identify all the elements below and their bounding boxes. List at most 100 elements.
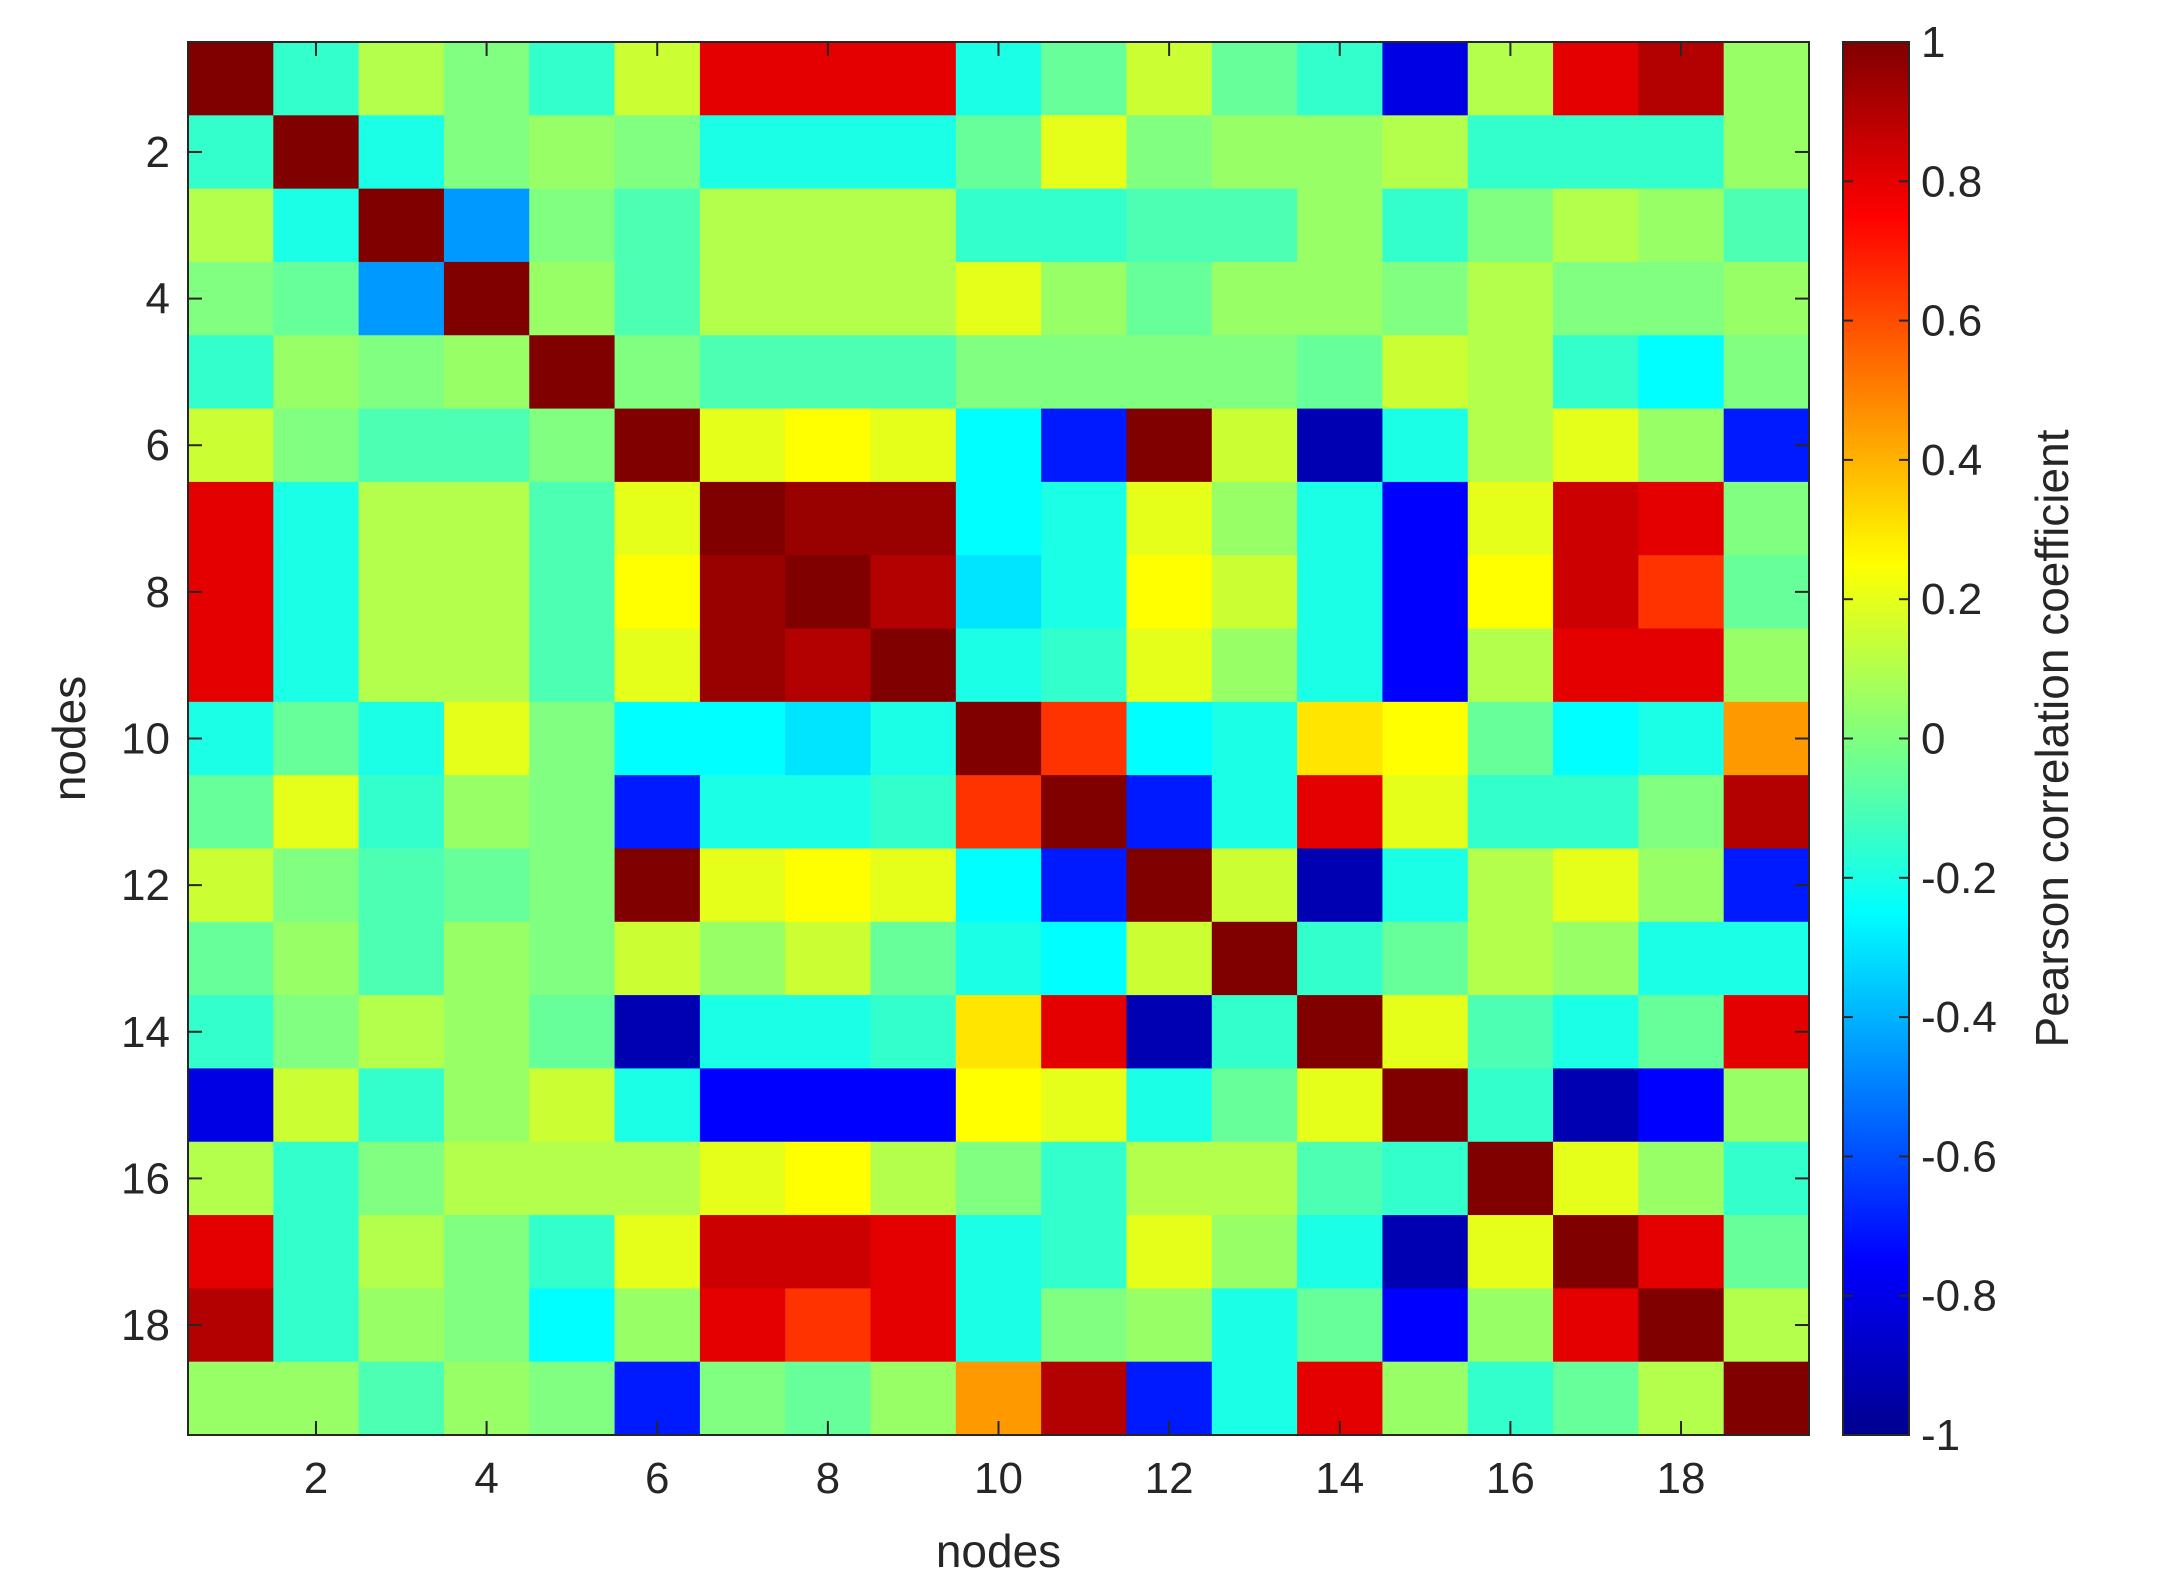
heatmap-cell-2-2	[273, 115, 360, 190]
heatmap-cell-10-7	[699, 701, 786, 776]
heatmap-cell-3-11	[1041, 188, 1128, 263]
heatmap-cell-9-13	[1211, 628, 1298, 703]
colorbar-tick-label: -1	[1921, 1411, 1960, 1460]
heatmap-cell-12-16	[1467, 848, 1554, 923]
heatmap-cell-9-6	[614, 628, 701, 703]
heatmap-cell-13-15	[1382, 921, 1469, 996]
heatmap-cell-15-19	[1723, 1068, 1810, 1143]
heatmap-cell-14-3	[358, 995, 445, 1070]
heatmap-cell-16-4	[443, 1141, 530, 1216]
heatmap-cell-7-18	[1638, 481, 1725, 556]
heatmap-cell-15-12	[1126, 1068, 1213, 1143]
heatmap-cell-2-17	[1553, 115, 1639, 190]
colorbar-label: Pearson correlation coefficient	[2026, 429, 2078, 1047]
heatmap-cell-18-12	[1126, 1288, 1213, 1363]
heatmap-cell-12-1	[188, 848, 274, 923]
heatmap-cell-17-10	[955, 1215, 1042, 1289]
heatmap-cell-7-4	[443, 481, 530, 556]
heatmap-cell-1-13	[1211, 42, 1298, 116]
heatmap-cell-2-10	[955, 115, 1042, 190]
heatmap-cell-11-11	[1041, 775, 1128, 850]
heatmap-cell-13-1	[188, 921, 274, 996]
heatmap-cell-11-19	[1723, 775, 1810, 850]
heatmap-cell-6-10	[955, 408, 1042, 483]
heatmap-cell-3-1	[188, 188, 274, 263]
heatmap-cell-14-14	[1297, 995, 1384, 1070]
heatmap-cell-8-6	[614, 555, 701, 630]
heatmap-cell-19-13	[1211, 1361, 1298, 1436]
heatmap-cell-17-16	[1467, 1215, 1554, 1289]
heatmap-cell-18-18	[1638, 1288, 1725, 1363]
heatmap-cell-10-8	[785, 701, 872, 776]
heatmap-cell-14-12	[1126, 995, 1213, 1070]
y-tick-label-14: 14	[121, 1008, 170, 1057]
heatmap-cell-9-8	[785, 628, 872, 703]
heatmap-cell-6-7	[699, 408, 786, 483]
heatmap-cell-8-7	[699, 555, 786, 630]
heatmap-cell-11-17	[1553, 775, 1639, 850]
heatmap-cell-4-2	[273, 261, 360, 336]
heatmap-cell-6-8	[785, 408, 872, 483]
heatmap-cell-15-14	[1297, 1068, 1384, 1143]
heatmap-cell-5-18	[1638, 335, 1725, 410]
heatmap-cell-6-6	[614, 408, 701, 483]
heatmap-cell-9-4	[443, 628, 530, 703]
heatmap-cell-5-12	[1126, 335, 1213, 410]
heatmap-cell-5-15	[1382, 335, 1469, 410]
heatmap-cell-10-18	[1638, 701, 1725, 776]
heatmap-cell-6-15	[1382, 408, 1469, 483]
heatmap-cell-18-1	[188, 1288, 274, 1363]
heatmap-cell-6-2	[273, 408, 360, 483]
heatmap-cell-13-9	[870, 921, 957, 996]
heatmap-cell-8-10	[955, 555, 1042, 630]
heatmap-cell-8-15	[1382, 555, 1469, 630]
heatmap-cell-6-11	[1041, 408, 1128, 483]
heatmap-cell-14-13	[1211, 995, 1298, 1070]
heatmap-cell-12-18	[1638, 848, 1725, 923]
heatmap-cell-7-6	[614, 481, 701, 556]
heatmap-cell-17-11	[1041, 1215, 1128, 1289]
heatmap-cell-12-6	[614, 848, 701, 923]
heatmap-cell-11-15	[1382, 775, 1469, 850]
heatmap-cell-8-17	[1553, 555, 1639, 630]
y-tick-label-2: 2	[146, 128, 170, 177]
heatmap-cell-4-10	[955, 261, 1042, 336]
heatmap-cell-2-4	[443, 115, 530, 190]
heatmap-cell-19-1	[188, 1361, 274, 1436]
heatmap-cell-13-18	[1638, 921, 1725, 996]
heatmap-cell-9-12	[1126, 628, 1213, 703]
heatmap-cell-7-2	[273, 481, 360, 556]
y-tick-label-4: 4	[146, 275, 170, 324]
x-tick-label-16: 16	[1486, 1454, 1535, 1503]
x-axis-label: nodes	[936, 1525, 1061, 1577]
heatmap-cell-5-19	[1723, 335, 1810, 410]
heatmap-cell-4-1	[188, 261, 274, 336]
heatmap-cell-10-10	[955, 701, 1042, 776]
heatmap-cell-11-13	[1211, 775, 1298, 850]
heatmap-cell-4-5	[529, 261, 616, 336]
heatmap-cell-2-8	[785, 115, 872, 190]
heatmap-cell-7-9	[870, 481, 957, 556]
heatmap-cells	[188, 42, 1810, 1436]
heatmap-cell-19-19	[1723, 1361, 1810, 1436]
colorbar-tick-label: 0	[1921, 715, 1945, 764]
heatmap-cell-5-4	[443, 335, 530, 410]
heatmap-cell-15-18	[1638, 1068, 1725, 1143]
heatmap-cell-13-4	[443, 921, 530, 996]
heatmap-cell-5-11	[1041, 335, 1128, 410]
heatmap-cell-15-4	[443, 1068, 530, 1143]
heatmap-cell-7-14	[1297, 481, 1384, 556]
heatmap-cell-10-1	[188, 701, 274, 776]
heatmap-cell-2-5	[529, 115, 616, 190]
heatmap-cell-8-11	[1041, 555, 1128, 630]
x-tick-label-2: 2	[304, 1454, 328, 1503]
heatmap-cell-3-10	[955, 188, 1042, 263]
heatmap-cell-13-5	[529, 921, 616, 996]
heatmap-cell-4-16	[1467, 261, 1554, 336]
heatmap-cell-2-18	[1638, 115, 1725, 190]
heatmap-cell-5-16	[1467, 335, 1554, 410]
y-tick-label-18: 18	[121, 1301, 170, 1350]
heatmap-cell-14-10	[955, 995, 1042, 1070]
heatmap-cell-3-12	[1126, 188, 1213, 263]
heatmap-cell-5-17	[1553, 335, 1639, 410]
